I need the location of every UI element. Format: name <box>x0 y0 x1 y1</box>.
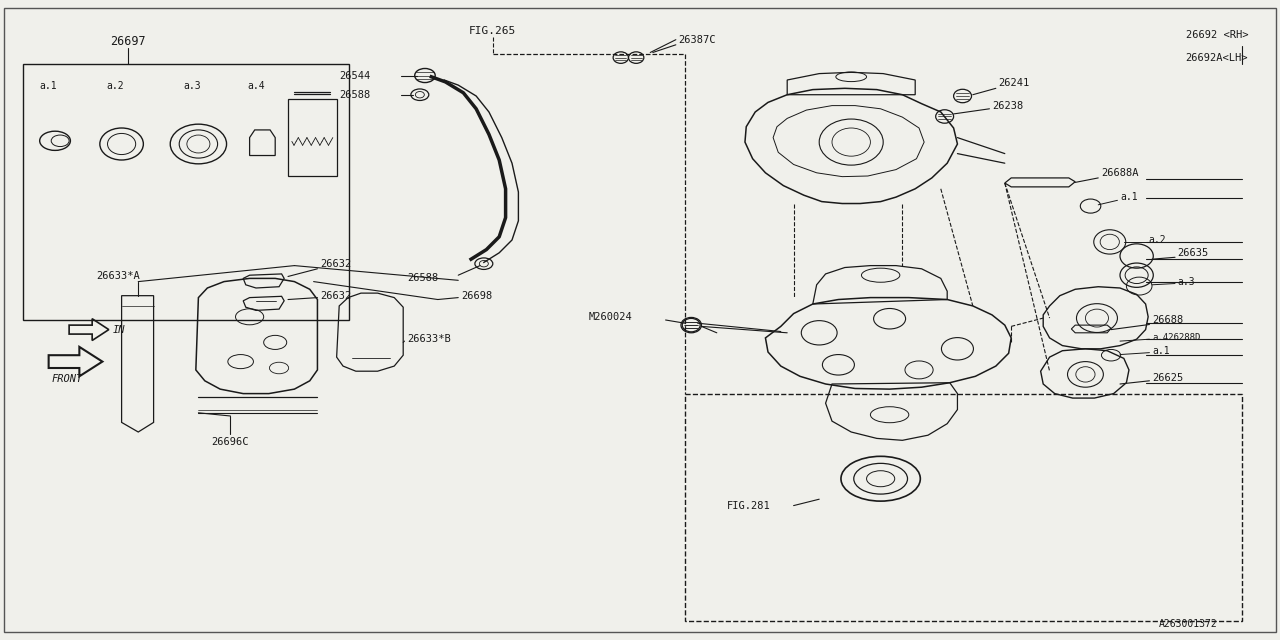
Text: 26544: 26544 <box>339 70 370 81</box>
Text: FRONT: FRONT <box>51 374 82 384</box>
Text: 26588: 26588 <box>407 273 438 284</box>
Text: 26387C: 26387C <box>678 35 716 45</box>
Text: 26633*B: 26633*B <box>407 334 451 344</box>
Text: A263001372: A263001372 <box>1158 619 1217 629</box>
Text: a.1: a.1 <box>1120 192 1138 202</box>
Text: FIG.281: FIG.281 <box>727 500 771 511</box>
Text: a.3: a.3 <box>1178 276 1196 287</box>
Text: a.2: a.2 <box>106 81 124 92</box>
Text: 26692 <RH>: 26692 <RH> <box>1185 30 1248 40</box>
Bar <box>23 64 349 320</box>
Text: M260024: M260024 <box>589 312 632 322</box>
Text: 26692A<LH>: 26692A<LH> <box>1185 52 1248 63</box>
Text: 26635: 26635 <box>1178 248 1208 258</box>
Text: 26632: 26632 <box>320 259 351 269</box>
Text: 26625: 26625 <box>1152 372 1183 383</box>
Bar <box>685 394 1242 621</box>
Text: 26698: 26698 <box>461 291 492 301</box>
Text: 26632: 26632 <box>320 291 351 301</box>
Text: FIG.265: FIG.265 <box>470 26 516 36</box>
Text: 26588: 26588 <box>339 90 370 100</box>
Bar <box>288 99 337 176</box>
Text: 26697: 26697 <box>110 35 146 48</box>
Text: IN: IN <box>113 324 125 335</box>
Text: a.426288D: a.426288D <box>1152 333 1201 342</box>
Text: 26238: 26238 <box>992 100 1023 111</box>
Text: 26688: 26688 <box>1152 315 1183 325</box>
Text: a.2: a.2 <box>1148 235 1166 245</box>
Text: 26696C: 26696C <box>211 436 250 447</box>
Text: 26241: 26241 <box>998 78 1029 88</box>
Text: 26688A: 26688A <box>1101 168 1138 178</box>
Text: a.3: a.3 <box>183 81 201 92</box>
Text: a.1: a.1 <box>40 81 58 92</box>
Text: 26633*A: 26633*A <box>96 271 140 282</box>
Text: a.4: a.4 <box>247 81 265 92</box>
Text: a.1: a.1 <box>1152 346 1170 356</box>
